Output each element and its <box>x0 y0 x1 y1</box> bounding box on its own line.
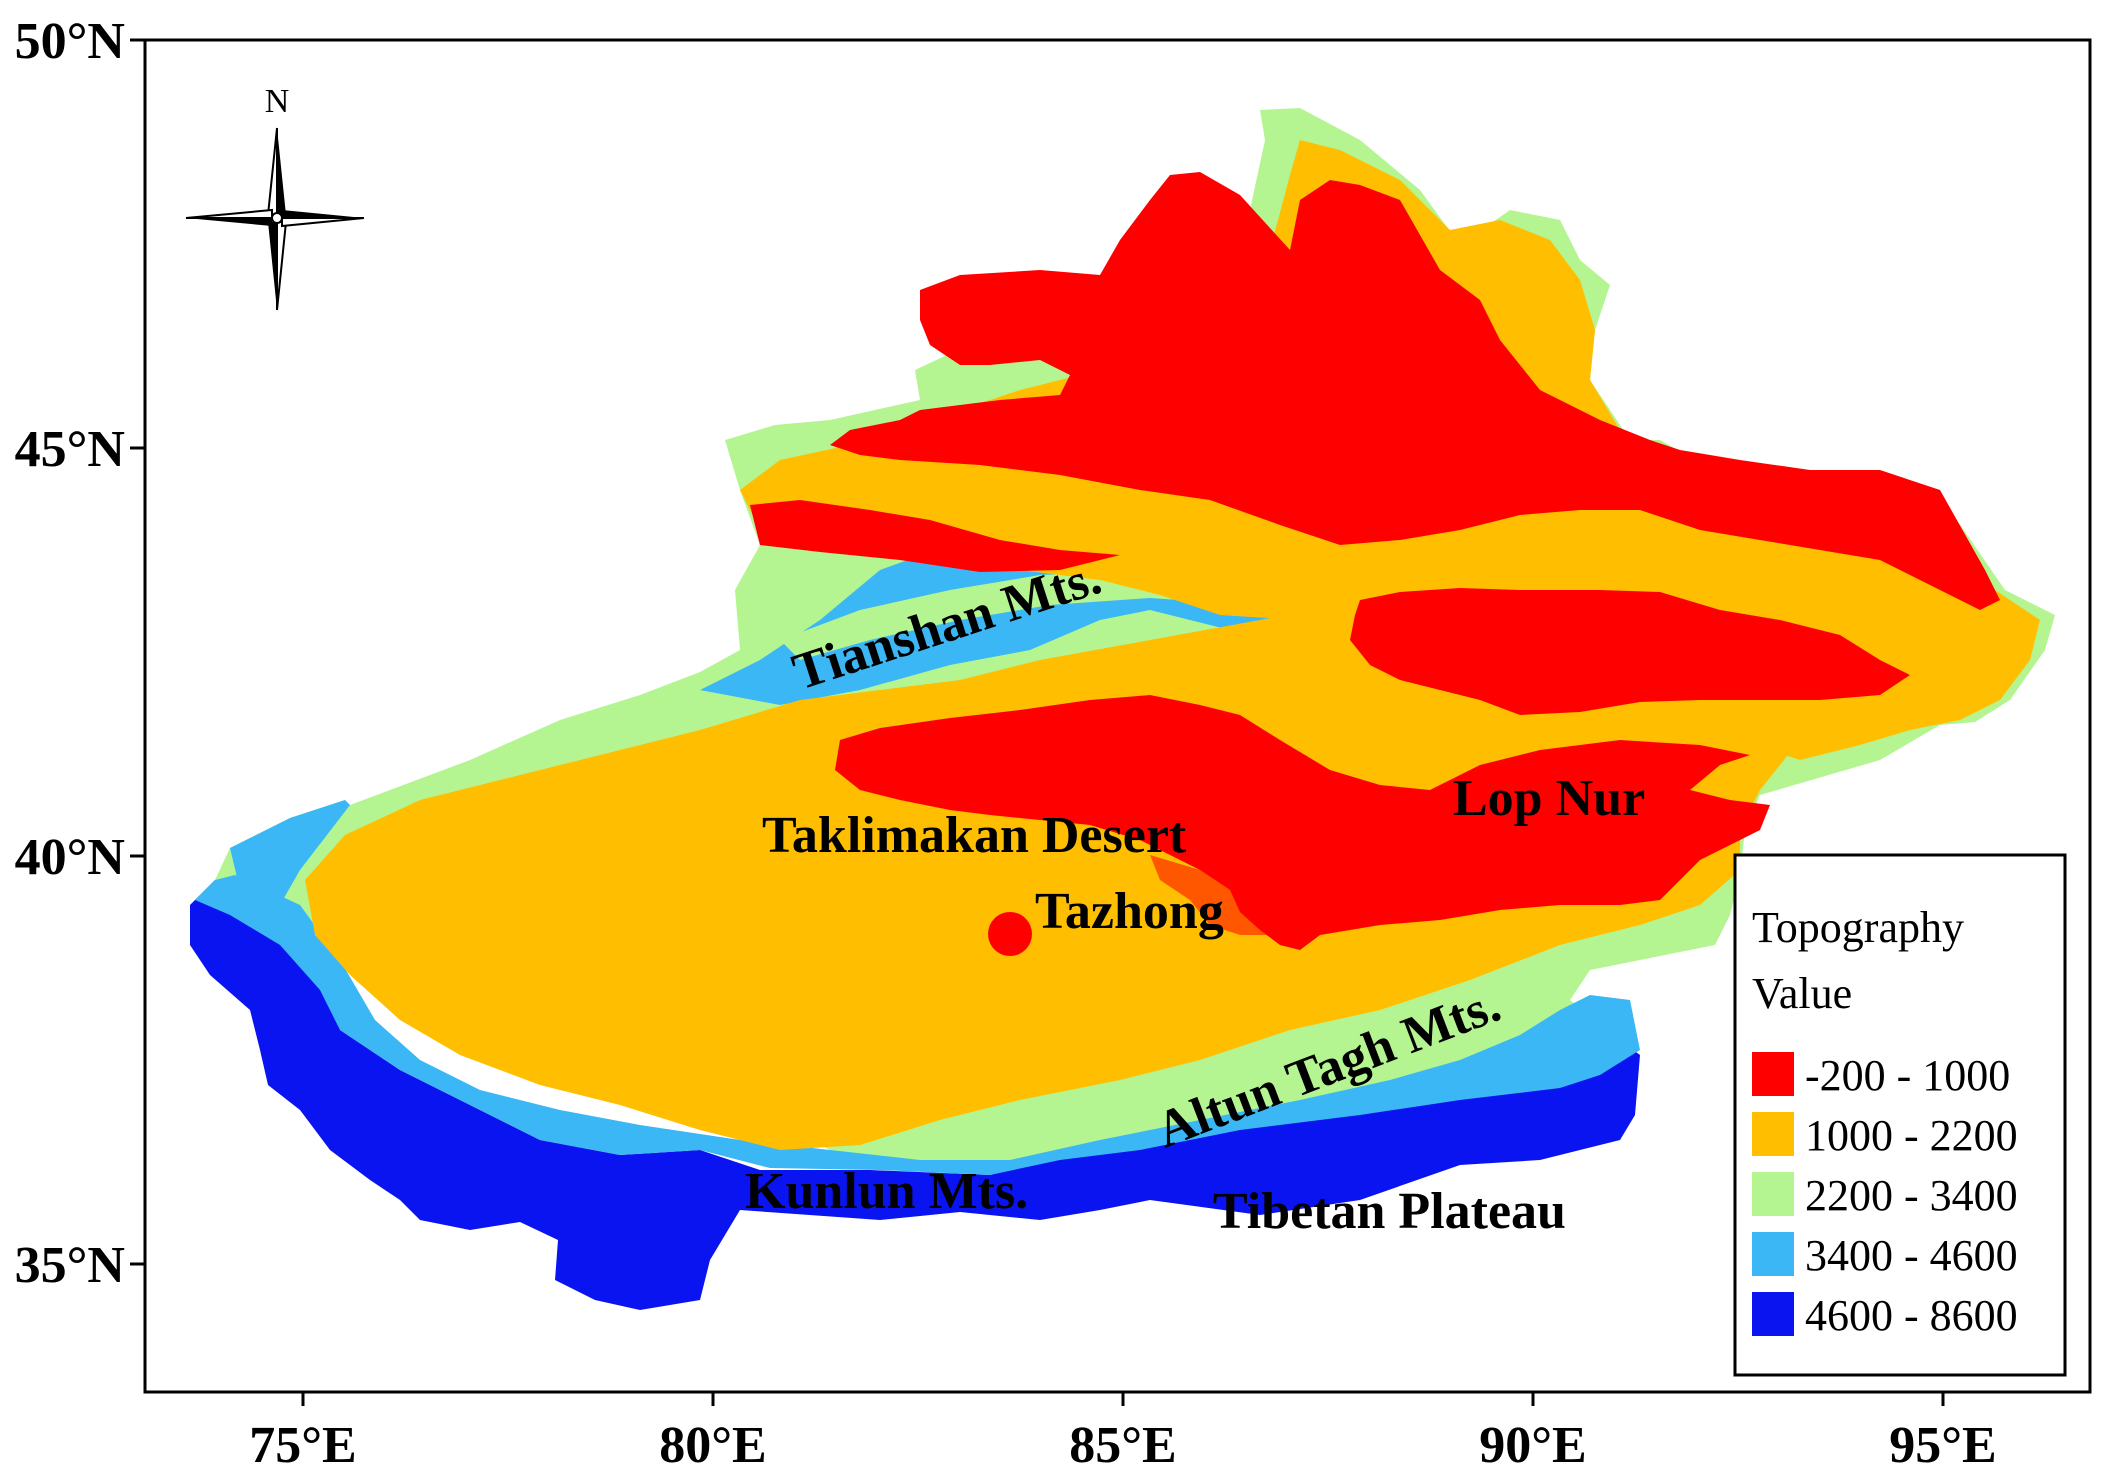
region-minus200-1000-north <box>830 172 2000 610</box>
lat-label-45: 45°N <box>15 421 125 478</box>
tazhong-marker <box>988 912 1032 956</box>
lat-tick-marks <box>130 38 145 1266</box>
legend-label-2: 2200 - 3400 <box>1805 1171 2018 1220</box>
label-lop-nur: Lop Nur <box>1453 770 1645 827</box>
label-tibetan: Tibetan Plateau <box>1213 1183 1566 1240</box>
lat-label-35: 35°N <box>15 1237 125 1294</box>
legend-swatch-0 <box>1752 1052 1794 1096</box>
label-kunlun: Kunlun Mts. <box>745 1163 1028 1220</box>
lon-label-80: 80°E <box>659 1417 766 1474</box>
legend-label-1: 1000 - 2200 <box>1805 1111 2018 1160</box>
legend-swatch-2 <box>1752 1172 1794 1216</box>
legend-label-3: 3400 - 4600 <box>1805 1231 2018 1280</box>
tarim-red-speckle <box>1150 855 1270 935</box>
lat-label-40: 40°N <box>15 829 125 886</box>
legend-title: Topography <box>1752 903 1964 952</box>
region-minus200-1000-turpan <box>1350 588 1910 715</box>
lon-tick-marks <box>301 1392 1945 1406</box>
region-minus200-1000-tarim <box>835 695 1770 950</box>
legend-subtitle: Value <box>1752 969 1852 1018</box>
legend-label-0: -200 - 1000 <box>1805 1051 2010 1100</box>
north-arrow: N <box>185 83 365 311</box>
region-minus200-1000-yining <box>750 500 1120 572</box>
region-4600-8600 <box>190 880 1640 1310</box>
legend: Topography Value -200 - 1000 1000 - 2200… <box>1733 853 2067 1377</box>
legend-label-4: 4600 - 8600 <box>1805 1291 2018 1340</box>
lon-label-90: 90°E <box>1479 1417 1586 1474</box>
label-taklimakan: Taklimakan Desert <box>762 807 1187 864</box>
label-tazhong: Tazhong <box>1035 883 1224 940</box>
legend-swatch-1 <box>1752 1112 1794 1156</box>
north-label: N <box>265 83 290 120</box>
region-3400-4600-west <box>230 800 350 905</box>
legend-swatch-4 <box>1752 1292 1794 1336</box>
region-1000-2200-tarim <box>305 600 1800 1150</box>
lat-label-50: 50°N <box>15 13 125 70</box>
lon-label-75: 75°E <box>249 1417 356 1474</box>
legend-swatch-3 <box>1752 1232 1794 1276</box>
lon-label-95: 95°E <box>1889 1417 1996 1474</box>
lon-label-85: 85°E <box>1069 1417 1176 1474</box>
